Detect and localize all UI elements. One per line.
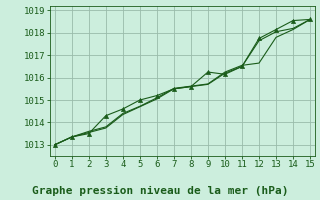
Text: Graphe pression niveau de la mer (hPa): Graphe pression niveau de la mer (hPa) — [32, 186, 288, 196]
